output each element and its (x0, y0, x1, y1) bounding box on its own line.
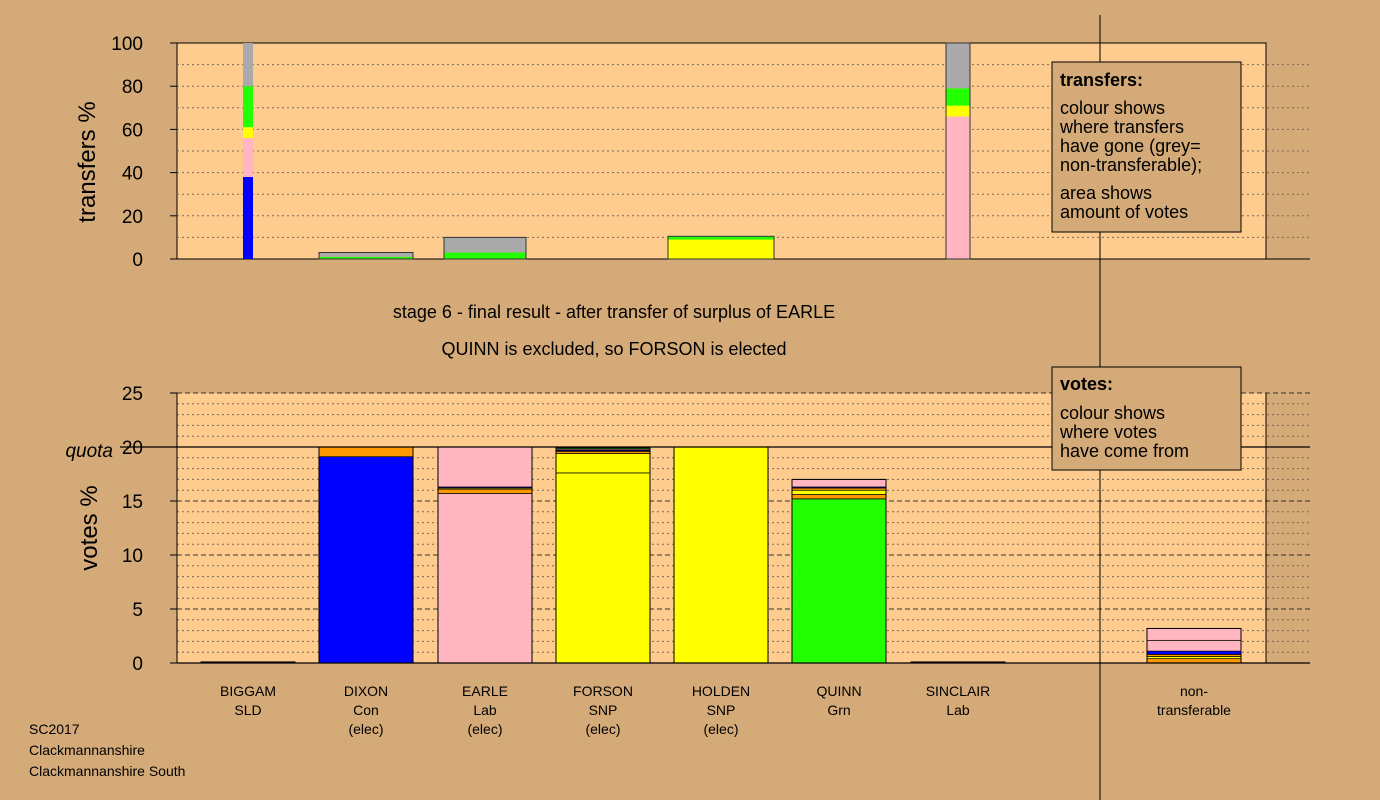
vote-bar-segment (437, 488, 533, 494)
votes-y-tick-label: 5 (132, 600, 143, 621)
vote-bar-segment (1146, 650, 1242, 655)
transfers-y-tick-label: 80 (122, 77, 143, 98)
votes-y-tick-label: 20 (122, 438, 143, 459)
candidate-label: BIGGAM (220, 683, 276, 699)
quota-label: quota (65, 441, 113, 462)
vote-bar-segment (673, 446, 769, 664)
transfer-bar-outline (945, 42, 971, 260)
candidate-label: FORSON (573, 683, 633, 699)
transfers-legend-line: amount of votes (1060, 202, 1188, 222)
vote-bar-segment (1146, 628, 1242, 641)
votes-y-tick-label: 10 (122, 546, 143, 567)
candidate-label: DIXON (344, 683, 388, 699)
transfer-bar-outline (318, 252, 414, 260)
transfer-bar-segment (946, 116, 970, 259)
candidate-label: Lab (473, 702, 497, 718)
vote-bar-segment (437, 493, 533, 664)
footer-line: Clackmannanshire (29, 742, 145, 758)
transfers-legend-line: colour shows (1060, 98, 1165, 118)
transfer-bar-segment (946, 43, 970, 89)
transfers-y-tick-label: 0 (132, 250, 143, 271)
candidate-label: Con (353, 702, 379, 718)
transfer-bar-segment (444, 252, 526, 259)
transfer-bar-segment (243, 138, 253, 177)
footer-line: SC2017 (29, 721, 80, 737)
votes-y-tick-label: 25 (122, 384, 143, 405)
candidate-label: (elec) (703, 721, 738, 737)
nontransferable-label: transferable (1157, 702, 1231, 718)
transfers-legend-line: where transfers (1059, 117, 1184, 137)
transfers-y-tick-label: 100 (111, 34, 143, 55)
transfer-bar-segment (946, 105, 970, 117)
transfer-bar-segment (243, 86, 253, 128)
vote-bar-segment (555, 453, 651, 474)
transfer-bar-segment (668, 236, 774, 240)
votes-y-axis-label: votes % (76, 485, 103, 570)
votes-y-tick-label: 15 (122, 492, 143, 513)
transfers-y-tick-label: 20 (122, 207, 143, 228)
vote-bar-segment (318, 456, 414, 664)
transfers-legend-line: non-transferable); (1060, 155, 1202, 175)
footer-line: Clackmannanshire South (29, 763, 185, 779)
votes-legend: votes: colour shows where votes have com… (1051, 366, 1242, 471)
vote-bar-segment (791, 489, 887, 495)
transfer-bar-segment (668, 239, 774, 259)
candidate-label: QUINN (816, 683, 861, 699)
transfers-y-axis-label: transfers % (74, 101, 101, 222)
votes-legend-line: colour shows (1060, 403, 1165, 423)
candidate-label: SNP (707, 702, 736, 718)
candidate-label: HOLDEN (692, 683, 750, 699)
vote-bar-segment (791, 479, 887, 488)
candidate-label: Grn (827, 702, 850, 718)
transfers-legend-line: area shows (1060, 183, 1152, 203)
nontransferable-label: non- (1180, 683, 1208, 699)
transfer-bar-segment (319, 252, 413, 257)
votes-legend-line: where votes (1059, 422, 1157, 442)
stage-subtitle: QUINN is excluded, so FORSON is elected (441, 339, 786, 359)
votes-y-tick-label: 0 (132, 654, 143, 675)
transfer-bar-outline (667, 235, 775, 260)
candidate-label: SINCLAIR (926, 683, 991, 699)
vote-bar-segment (1146, 658, 1242, 664)
transfer-bar-segment (319, 256, 413, 259)
transfer-bar-outline (443, 236, 527, 260)
votes-legend-title: votes: (1060, 374, 1113, 394)
vote-bar-segment (437, 446, 533, 488)
transfers-legend: transfers: colour shows where transfers … (1051, 61, 1242, 233)
candidate-label: Lab (946, 702, 970, 718)
candidate-label: EARLE (462, 683, 508, 699)
transfer-bar-segment (243, 176, 253, 259)
candidate-label: (elec) (585, 721, 620, 737)
candidate-label: SLD (234, 702, 261, 718)
transfers-legend-line: have gone (grey= (1060, 136, 1201, 156)
candidate-label: (elec) (348, 721, 383, 737)
stage-title: stage 6 - final result - after transfer … (393, 302, 835, 322)
transfer-bar-segment (243, 43, 253, 87)
transfers-legend-title: transfers: (1060, 70, 1143, 90)
transfer-bar-segment (243, 127, 253, 139)
transfer-bar-segment (946, 88, 970, 106)
vote-bar-segment (791, 494, 887, 500)
vote-bar-segment (1146, 639, 1242, 652)
candidate-label: (elec) (467, 721, 502, 737)
vote-bar-segment (318, 446, 414, 458)
transfer-bar-segment (444, 237, 526, 253)
candidate-label: SNP (589, 702, 618, 718)
vote-bar-segment (555, 472, 651, 664)
transfers-y-tick-label: 60 (122, 120, 143, 141)
transfers-y-tick-label: 40 (122, 164, 143, 185)
vote-bar-segment (791, 498, 887, 664)
votes-legend-line: have come from (1060, 441, 1189, 461)
